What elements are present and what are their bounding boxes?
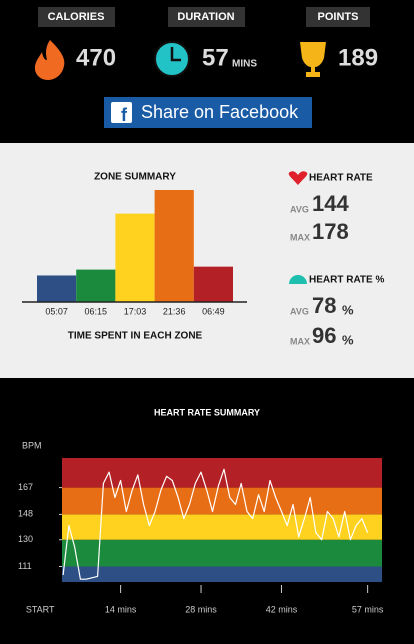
stat-value: 189 [338,44,378,71]
zone-bar [193,266,233,302]
heart-icon [288,171,308,185]
facebook-logo [111,102,132,123]
hr-title: HEART RATE [309,173,373,184]
hrp-avg-label: AVG [290,306,309,316]
zone-band [62,566,382,582]
stat-header-box [306,7,370,27]
hrp-unit: % [342,332,354,347]
y-axis-label: BPM [22,440,42,450]
facebook-logo-f: f [121,105,128,125]
hr-max: 178 [312,219,349,244]
trophy-icon [300,42,326,77]
zone-value-label: 06:49 [202,306,225,316]
x-tick-label: 42 mins [266,604,298,614]
zone-band [62,458,382,488]
zone-value-label: 06:15 [85,306,108,316]
hr-avg: 144 [312,191,349,216]
zone-band [62,514,382,540]
stat-label: CALORIES [48,11,105,23]
gauge-icon [289,275,307,284]
stat-unit: MINS [232,59,257,70]
zone-chart: 05:07 06:15 17:03 21:36 06:49 [22,190,247,316]
share-button[interactable]: f Share on Facebook [104,97,312,128]
summary-panel [0,143,414,378]
hr-chart: 111 130 148 167 START 14 mins 28 mins 42 mins 57… [18,458,384,614]
chart-title: HEART RATE SUMMARY [154,407,260,417]
zone-value-label: 21:36 [163,306,186,316]
zone-bar [37,275,77,302]
stat-label: POINTS [318,11,359,23]
zone-band [62,539,382,567]
y-tick-label: 130 [18,534,33,544]
zone-value-label: 05:07 [45,306,68,316]
x-tick-label: 14 mins [105,604,137,614]
hrp-unit: % [342,302,354,317]
x-tick-label: 28 mins [185,604,217,614]
hr-avg-label: AVG [290,204,309,214]
hr-max-label: MAX [290,232,310,242]
hr-line [62,468,369,580]
hrp-max: 96 [312,323,336,348]
y-tick-label: 148 [18,509,33,519]
y-tick-label: 111 [18,561,32,571]
clock-hands [170,47,181,62]
zone-bar [115,213,155,302]
y-tick-label: 167 [18,482,33,492]
zone-bar [154,190,194,302]
zone-title: ZONE SUMMARY [94,172,176,183]
stat-value: 470 [76,44,116,71]
x-tick-label: 57 mins [352,604,384,614]
hrp-avg: 78 [312,293,336,318]
flame-icon [34,40,65,80]
stat-label: DURATION [177,11,234,23]
stat-value: 57 [202,44,229,71]
stat-header-box [38,7,115,27]
hrp-max-label: MAX [290,336,310,346]
x-tick-label: START [26,604,55,614]
zone-band [62,487,382,515]
hrp-title: HEART RATE % [309,275,384,286]
share-button-bg[interactable] [104,97,312,128]
zone-bar [76,269,116,302]
stat-header-box [168,7,245,27]
zone-x-label: TIME SPENT IN EACH ZONE [68,331,203,342]
zone-value-label: 17:03 [124,306,147,316]
share-button-label[interactable]: Share on Facebook [141,102,299,122]
